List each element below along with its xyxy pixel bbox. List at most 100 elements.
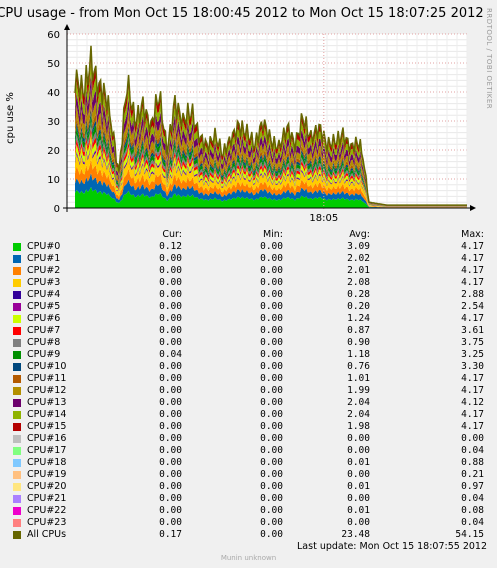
legend-avg-value: 1.24 [347, 313, 370, 324]
legend-min-value: 0.00 [260, 469, 283, 480]
legend-min-value: 0.00 [260, 265, 283, 276]
legend-max-value: 4.17 [461, 277, 484, 288]
legend-min-value: 0.00 [260, 361, 283, 372]
legend-max-value: 0.00 [461, 433, 484, 444]
legend-avg-value: 2.08 [347, 277, 370, 288]
legend-max-value: 3.30 [461, 361, 484, 372]
legend-series-name: CPU#7 [27, 325, 61, 336]
legend-min-value: 0.00 [260, 301, 283, 312]
legend-avg-value: 2.04 [347, 397, 370, 408]
legend-avg-value: 1.99 [347, 385, 370, 396]
legend-row: CPU#20 0.00 0.00 0.01 0.97 [0, 481, 497, 493]
area-cpu6 [75, 133, 467, 207]
legend-max-value: 0.04 [461, 493, 484, 504]
legend-avg-value: 23.48 [341, 529, 370, 540]
legend-series-name: CPU#0 [27, 241, 61, 252]
legend-min-value: 0.00 [260, 397, 283, 408]
legend-series-name: CPU#18 [27, 457, 67, 468]
legend-avg-value: 0.01 [347, 481, 370, 492]
legend-avg-value: 2.04 [347, 409, 370, 420]
legend-cur-value: 0.00 [159, 325, 182, 336]
legend-min-value: 0.00 [260, 445, 283, 456]
legend-cur-value: 0.00 [159, 445, 182, 456]
legend-min-value: 0.00 [260, 517, 283, 528]
legend-min-value: 0.00 [260, 325, 283, 336]
legend-max-value: 3.61 [461, 325, 484, 336]
last-update-value: Mon Oct 15 18:07:55 2012 [359, 541, 487, 552]
legend-cur-value: 0.00 [159, 337, 182, 348]
y-tick-label: 10 [47, 175, 60, 186]
legend-swatch [13, 411, 21, 419]
legend-cur-value: 0.00 [159, 433, 182, 444]
area-cpu9 [75, 113, 467, 207]
legend-series-name: CPU#16 [27, 433, 67, 444]
legend-min-value: 0.00 [260, 457, 283, 468]
area-cpu3 [75, 145, 467, 208]
legend-swatch [13, 447, 21, 455]
legend-max-value: 2.54 [461, 301, 484, 312]
legend-avg-value: 1.98 [347, 421, 370, 432]
legend-min-value: 0.00 [260, 373, 283, 384]
legend-series-name: CPU#2 [27, 265, 61, 276]
area-cpu8 [75, 121, 467, 207]
legend-swatch [13, 507, 21, 515]
legend-series-name: CPU#11 [27, 373, 67, 384]
legend-min-value: 0.00 [260, 409, 283, 420]
legend-swatch [13, 279, 21, 287]
legend-cur-value: 0.17 [159, 529, 182, 540]
legend-cur-value: 0.00 [159, 517, 182, 528]
legend-min-value: 0.00 [260, 313, 283, 324]
legend-min-value: 0.00 [260, 277, 283, 288]
legend-avg-value: 0.90 [347, 337, 370, 348]
legend-avg-value: 0.87 [347, 325, 370, 336]
legend-max-value: 3.25 [461, 349, 484, 360]
legend-swatch [13, 291, 21, 299]
legend-row: CPU#9 0.04 0.00 1.18 3.25 [0, 349, 497, 361]
legend-avg-value: 1.18 [347, 349, 370, 360]
legend-cur-value: 0.00 [159, 457, 182, 468]
legend-row: CPU#17 0.00 0.00 0.00 0.04 [0, 445, 497, 457]
legend-min-value: 0.00 [260, 481, 283, 492]
legend-max-value: 4.17 [461, 421, 484, 432]
legend-swatch [13, 399, 21, 407]
legend-cur-value: 0.00 [159, 505, 182, 516]
legend-avg-value: 0.00 [347, 469, 370, 480]
legend-cur-value: 0.00 [159, 469, 182, 480]
footer-munin: Munin unknown [220, 554, 277, 562]
legend-swatch [13, 495, 21, 503]
legend-max-value: 0.04 [461, 517, 484, 528]
legend-series-name: CPU#4 [27, 289, 61, 300]
legend-avg-value: 0.00 [347, 517, 370, 528]
legend-swatch [13, 339, 21, 347]
legend-series-name: CPU#23 [27, 517, 67, 528]
legend-swatch [13, 483, 21, 491]
legend-row: CPU#19 0.00 0.00 0.00 0.21 [0, 469, 497, 481]
legend-avg-value: 2.01 [347, 265, 370, 276]
legend-row: CPU#5 0.00 0.00 0.20 2.54 [0, 301, 497, 313]
stacked-area-series [74, 45, 467, 208]
legend-max-value: 0.21 [461, 469, 484, 480]
legend-avg-value: 2.02 [347, 253, 370, 264]
legend-min-value: 0.00 [260, 421, 283, 432]
y-tick-label: 40 [47, 88, 60, 99]
area-cpu11 [75, 101, 467, 207]
legend-row: CPU#7 0.00 0.00 0.87 3.61 [0, 325, 497, 337]
legend-row: CPU#0 0.12 0.00 3.09 4.17 [0, 241, 497, 253]
legend-row: CPU#3 0.00 0.00 2.08 4.17 [0, 277, 497, 289]
y-tick-label: 0 [54, 204, 60, 215]
legend-min-value: 0.00 [260, 241, 283, 252]
legend-header-min: Min: [262, 229, 283, 240]
legend-min-value: 0.00 [260, 529, 283, 540]
legend-max-value: 0.97 [461, 481, 484, 492]
legend-avg-value: 0.20 [347, 301, 370, 312]
last-update-label: Last update: [297, 541, 357, 552]
legend-swatch [13, 255, 21, 263]
legend-series-name: CPU#20 [27, 481, 67, 492]
legend-cur-value: 0.12 [159, 241, 182, 252]
legend-cur-value: 0.00 [159, 265, 182, 276]
legend-row: CPU#8 0.00 0.00 0.90 3.75 [0, 337, 497, 349]
legend-row: CPU#2 0.00 0.00 2.01 4.17 [0, 265, 497, 277]
last-update: Last update: Mon Oct 15 18:07:55 2012 [297, 541, 487, 552]
x-tick-label: 18:05 [309, 213, 338, 224]
legend-max-value: 4.17 [461, 265, 484, 276]
